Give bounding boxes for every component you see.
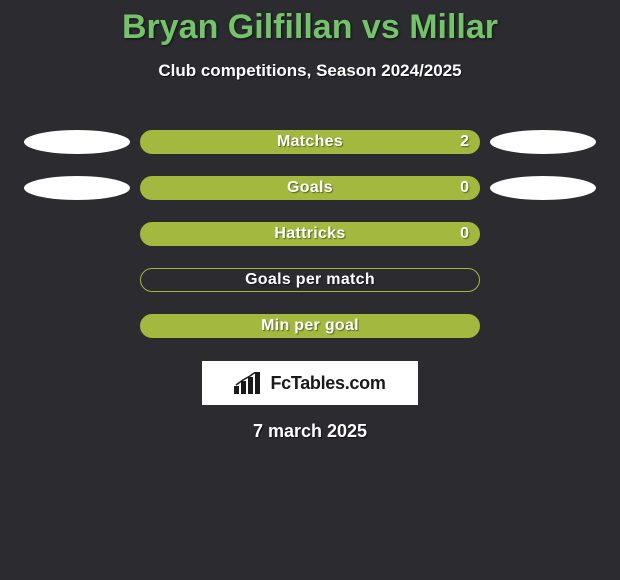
stat-bar: Hattricks 0 — [140, 222, 480, 246]
stat-row: Matches 2 — [0, 119, 620, 165]
page-subtitle: Club competitions, Season 2024/2025 — [0, 61, 620, 81]
site-logo-text: FcTables.com — [270, 373, 385, 394]
stat-bar: Matches 2 — [140, 130, 480, 154]
chart-bars-icon — [234, 372, 264, 394]
stat-bar: Goals 0 — [140, 176, 480, 200]
stat-bar: Min per goal — [140, 314, 480, 338]
stat-value-right: 0 — [460, 179, 469, 197]
snapshot-date: 7 march 2025 — [0, 421, 620, 442]
site-logo: FcTables.com — [202, 361, 418, 405]
stat-value-right: 0 — [460, 225, 469, 243]
stat-label: Min per goal — [261, 317, 359, 335]
left-marker — [24, 176, 130, 200]
stat-value-right: 2 — [460, 133, 469, 151]
stat-label: Goals — [287, 179, 333, 197]
stat-row: Goals 0 — [0, 165, 620, 211]
stat-rows: Matches 2 Goals 0 Hattricks 0 Goals per … — [0, 119, 620, 349]
stat-row: Min per goal — [0, 303, 620, 349]
stat-label: Hattricks — [274, 225, 345, 243]
stat-bar: Goals per match — [140, 268, 480, 292]
right-marker — [490, 130, 596, 154]
stat-row: Goals per match — [0, 257, 620, 303]
left-marker — [24, 130, 130, 154]
stat-label: Matches — [277, 133, 343, 151]
stat-label: Goals per match — [245, 271, 375, 289]
page-title: Bryan Gilfillan vs Millar — [0, 0, 620, 47]
right-marker — [490, 176, 596, 200]
stat-row: Hattricks 0 — [0, 211, 620, 257]
